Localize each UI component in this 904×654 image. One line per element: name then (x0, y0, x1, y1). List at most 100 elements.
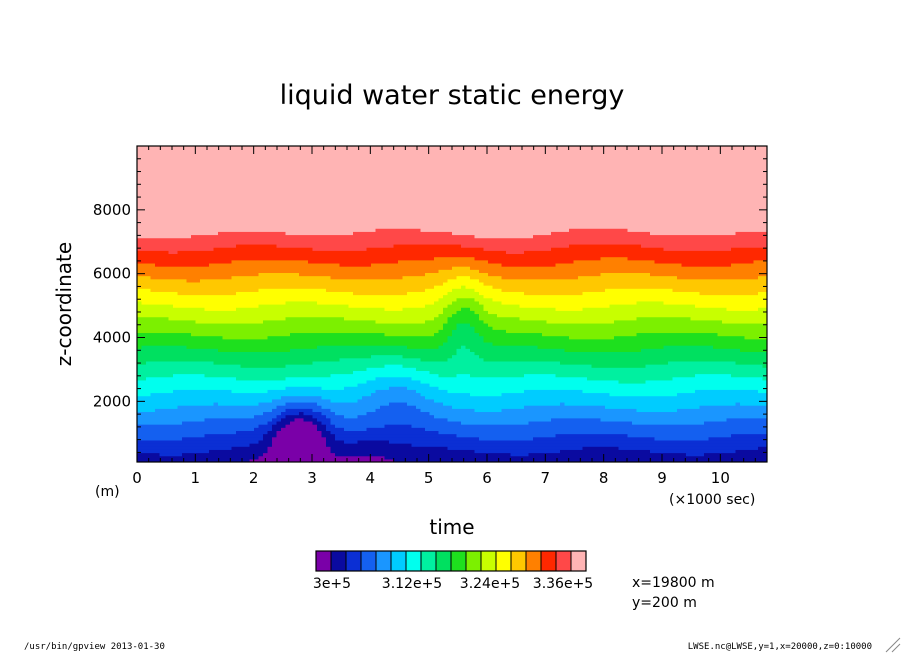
contour-cell (137, 281, 143, 286)
contour-cell (159, 405, 165, 409)
contour-cell (177, 281, 183, 286)
contour-cell (227, 152, 233, 157)
contour-cell (236, 146, 242, 150)
contour-cell (137, 398, 143, 403)
contour-cell (186, 269, 192, 273)
contour-cell (209, 161, 215, 166)
contour-cell (168, 452, 174, 457)
contour-cell (231, 259, 237, 264)
contour-cell (168, 345, 174, 349)
contour-cell (182, 354, 188, 359)
contour-cell (195, 310, 201, 315)
contour-cell (195, 215, 201, 220)
contour-cell (164, 202, 170, 207)
contour-cell (263, 206, 269, 210)
contour-cell (186, 420, 192, 425)
contour-cell (164, 455, 170, 460)
contour-cell (173, 206, 179, 210)
contour-cell (209, 364, 215, 368)
contour-cell (213, 332, 219, 337)
contour-cell (263, 190, 269, 194)
contour-cell (191, 149, 197, 153)
contour-cell (164, 408, 170, 413)
contour-cell (267, 218, 273, 223)
contour-cell (177, 234, 183, 239)
contour-cell (155, 329, 161, 334)
contour-cell (204, 326, 210, 330)
contour-cell (141, 291, 147, 296)
contour-cell (236, 386, 242, 390)
contour-cell (159, 430, 165, 435)
contour-cell (249, 281, 255, 286)
contour-cell (186, 171, 192, 176)
contour-cell (249, 316, 255, 321)
contour-cell (177, 196, 183, 201)
contour-cell (159, 383, 165, 387)
contour-cell (218, 443, 224, 447)
contour-cell (159, 171, 165, 176)
contour-cell (141, 177, 147, 182)
contour-cell (213, 161, 219, 166)
contour-cell (173, 430, 179, 435)
contour-cell (155, 376, 161, 381)
contour-cell (263, 285, 269, 289)
contour-cell (173, 278, 179, 283)
contour-cell (227, 164, 233, 169)
contour-cell (231, 313, 237, 318)
contour-cell (213, 326, 219, 330)
contour-cell (218, 379, 224, 384)
contour-cell (222, 209, 228, 213)
contour-cell (141, 269, 147, 273)
contour-cell (204, 269, 210, 273)
contour-cell (177, 326, 183, 330)
contour-cell (137, 288, 143, 292)
contour-cell (200, 436, 206, 441)
contour-cell (249, 146, 255, 150)
contour-cell (195, 161, 201, 166)
contour-cell (218, 275, 224, 280)
contour-cell (236, 149, 242, 153)
contour-cell (267, 345, 273, 349)
contour-cell (209, 304, 215, 308)
contour-cell (218, 253, 224, 258)
contour-cell (164, 168, 170, 172)
contour-cell (155, 272, 161, 277)
contour-cell (254, 209, 260, 213)
contour-cell (231, 168, 237, 172)
contour-cell (227, 228, 233, 232)
contour-cell (231, 455, 237, 460)
contour-cell (267, 455, 273, 460)
contour-cell (218, 322, 224, 327)
contour-cell (267, 250, 273, 255)
contour-cell (200, 250, 206, 255)
contour-cell (137, 218, 143, 223)
contour-cell (168, 196, 174, 201)
contour-cell (276, 433, 282, 438)
contour-cell (258, 202, 264, 207)
contour-cell (137, 237, 143, 242)
contour-cell (141, 449, 147, 454)
contour-cell (222, 351, 228, 356)
contour-cell (272, 364, 278, 368)
contour-cell (254, 288, 260, 292)
contour-cell (182, 146, 188, 150)
contour-cell (209, 449, 215, 454)
contour-cell (137, 225, 143, 229)
contour-cell (141, 300, 147, 305)
contour-cell (168, 304, 174, 308)
contour-cell (236, 367, 242, 371)
contour-cell (249, 212, 255, 217)
contour-cell (258, 351, 264, 356)
contour-cell (272, 417, 278, 422)
contour-cell (209, 411, 215, 416)
contour-cell (155, 288, 161, 292)
contour-cell (263, 212, 269, 217)
contour-cell (177, 443, 183, 447)
contour-cell (155, 322, 161, 327)
contour-cell (141, 458, 147, 462)
contour-cell (272, 326, 278, 330)
contour-cell (218, 187, 224, 191)
contour-cell (272, 240, 278, 245)
contour-cell (173, 269, 179, 273)
contour-cell (236, 225, 242, 229)
